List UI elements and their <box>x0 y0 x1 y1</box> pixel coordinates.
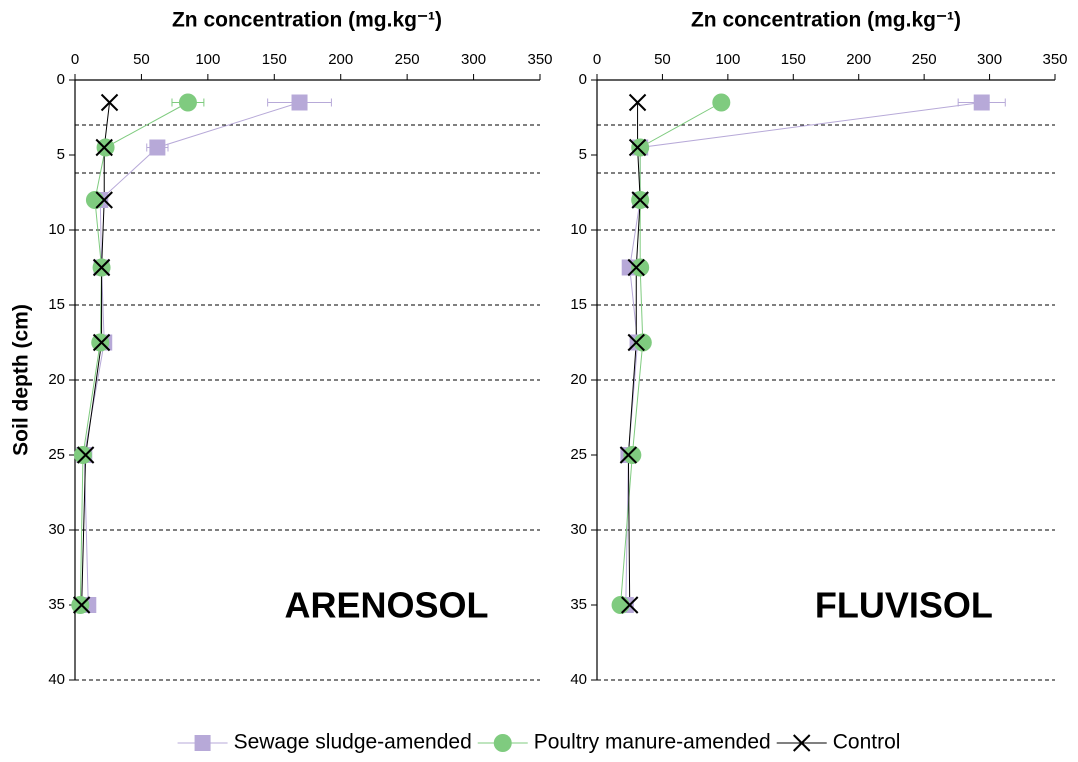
marker <box>973 94 990 111</box>
x-tick-label: 200 <box>846 51 871 68</box>
marker <box>85 191 104 209</box>
marker <box>619 446 638 464</box>
y-tick-label: 5 <box>579 146 587 163</box>
marker <box>100 93 119 112</box>
marker <box>95 191 113 209</box>
marker <box>178 93 197 112</box>
x-tick-label: 50 <box>654 51 671 68</box>
legend-label: Control <box>833 731 901 754</box>
marker <box>631 191 649 209</box>
y-tick-label: 20 <box>570 371 587 388</box>
marker <box>194 735 211 751</box>
marker <box>633 333 652 352</box>
marker <box>623 446 642 464</box>
panel-label: ARENOSOL <box>285 585 489 626</box>
marker <box>621 596 639 614</box>
marker <box>793 734 811 752</box>
marker <box>95 138 113 157</box>
marker <box>627 258 645 277</box>
marker <box>631 258 650 277</box>
x-axis-title: Zn concentration (mg.kg⁻¹) <box>172 9 442 32</box>
marker <box>291 94 308 111</box>
x-tick-label: 200 <box>328 51 353 68</box>
x-tick-label: 100 <box>715 51 740 68</box>
marker <box>72 596 91 614</box>
y-tick-label: 35 <box>48 596 65 613</box>
x-axis-title: Zn concentration (mg.kg⁻¹) <box>691 9 961 32</box>
panel-label: FLUVISOL <box>815 585 993 626</box>
x-tick-label: 350 <box>527 51 552 68</box>
marker <box>73 446 92 464</box>
marker <box>493 734 512 752</box>
y-tick-label: 10 <box>570 221 587 238</box>
x-tick-label: 150 <box>262 51 287 68</box>
legend-label: Sewage sludge-amended <box>234 731 472 754</box>
y-axis-title: Soil depth (cm) <box>10 304 33 456</box>
marker <box>628 93 647 112</box>
y-tick-label: 15 <box>570 296 587 313</box>
x-tick-label: 350 <box>1042 51 1067 68</box>
y-tick-label: 5 <box>57 146 65 163</box>
marker <box>76 446 95 464</box>
marker <box>92 258 111 277</box>
y-tick-label: 25 <box>48 446 65 463</box>
marker <box>631 138 650 157</box>
legend: Sewage sludge-amended Poultry manure-amen… <box>177 731 901 754</box>
x-tick-label: 250 <box>395 51 420 68</box>
x-tick-label: 100 <box>195 51 220 68</box>
marker <box>611 596 630 614</box>
marker <box>92 333 111 352</box>
legend-label: Poultry manure-amended <box>534 731 771 754</box>
y-tick-label: 20 <box>48 371 65 388</box>
x-tick-label: 300 <box>461 51 486 68</box>
y-tick-label: 10 <box>48 221 65 238</box>
x-tick-label: 250 <box>912 51 937 68</box>
y-tick-label: 35 <box>570 596 587 613</box>
y-tick-label: 40 <box>570 671 587 688</box>
y-tick-label: 25 <box>570 446 587 463</box>
y-tick-label: 30 <box>48 521 65 538</box>
x-tick-label: 300 <box>977 51 1002 68</box>
x-tick-label: 50 <box>133 51 150 68</box>
y-tick-label: 0 <box>579 71 587 88</box>
marker <box>628 138 647 157</box>
marker <box>149 139 166 156</box>
y-tick-label: 15 <box>48 296 65 313</box>
y-tick-label: 40 <box>48 671 65 688</box>
y-tick-label: 30 <box>570 521 587 538</box>
marker <box>627 333 645 352</box>
y-tick-label: 0 <box>57 71 65 88</box>
marker <box>712 93 731 112</box>
x-tick-label: 0 <box>71 51 79 68</box>
x-tick-label: 0 <box>593 51 601 68</box>
x-tick-label: 150 <box>781 51 806 68</box>
